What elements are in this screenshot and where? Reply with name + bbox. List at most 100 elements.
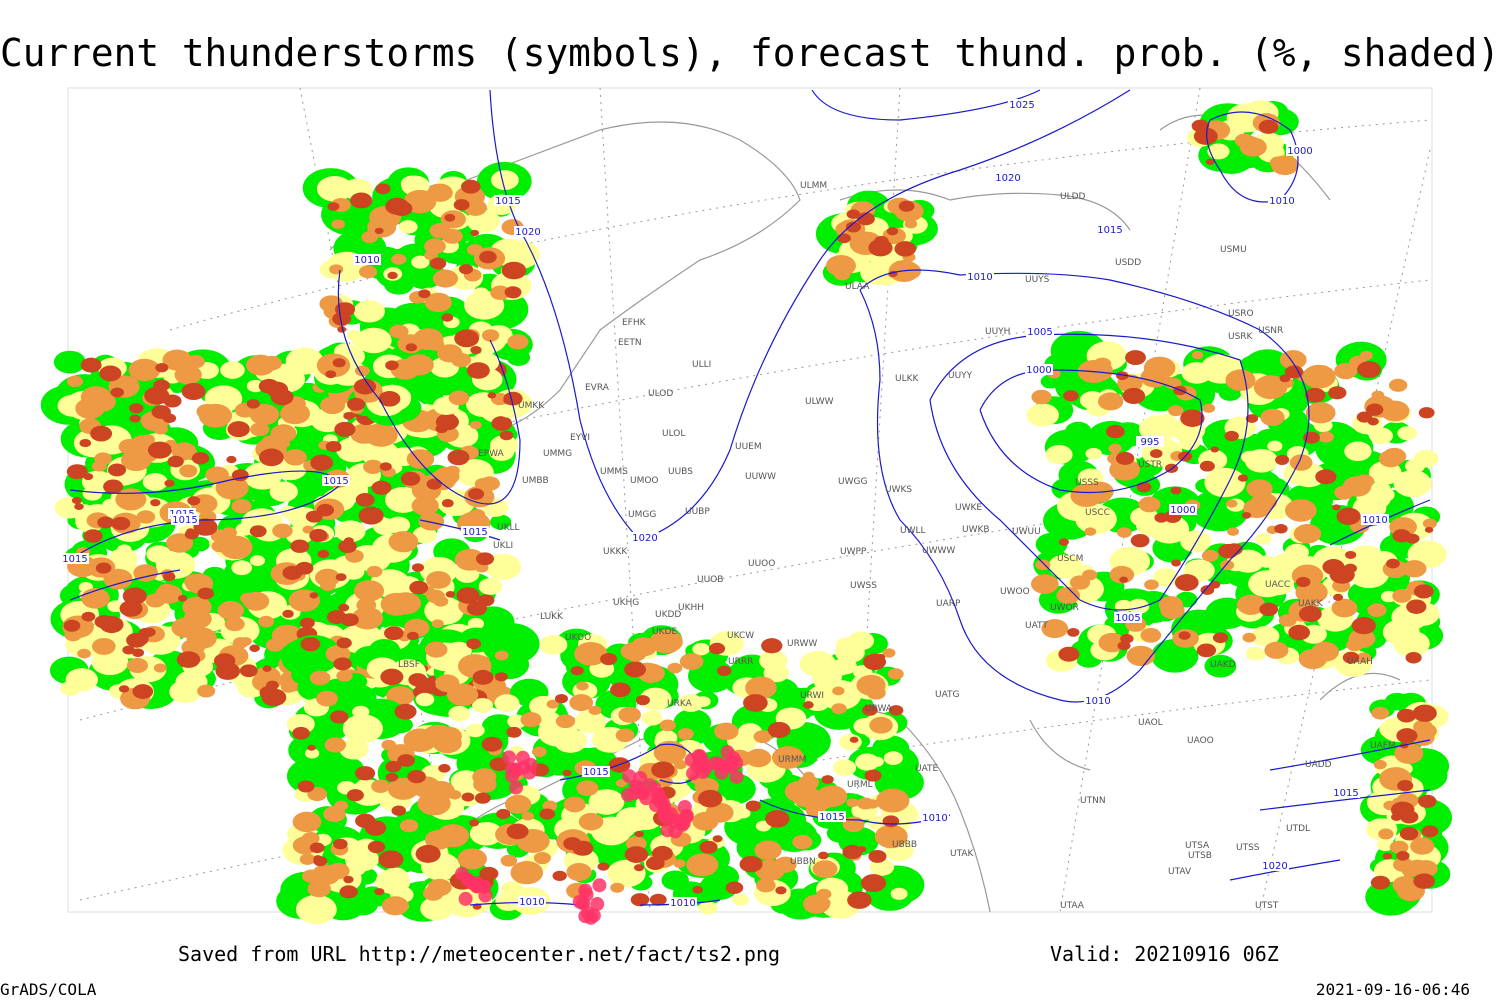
station-label: EYVI [570, 433, 590, 443]
station-label: UAKK [1298, 599, 1324, 609]
prob-blob [647, 689, 671, 707]
isobar-label-bg [1332, 787, 1360, 798]
prob-blob [847, 891, 872, 909]
isobar-label-bg [631, 532, 659, 543]
station-label: UWGG [838, 477, 867, 487]
prob-blob [507, 334, 529, 350]
prob-blob [489, 435, 519, 456]
prob-blob [1202, 403, 1216, 413]
prob-blob [286, 635, 341, 674]
prob-blob [1026, 403, 1059, 427]
station-label: UKDD [655, 610, 681, 620]
prob-blob [363, 459, 384, 475]
isobar-label: 1005 [1115, 613, 1140, 624]
prob-blob [91, 648, 129, 676]
prob-blob [348, 894, 378, 916]
prob-blob [1388, 378, 1408, 392]
prob-blob [1225, 369, 1256, 391]
prob-blob [411, 496, 439, 516]
prob-blob [415, 692, 435, 707]
storm-symbol [642, 778, 657, 793]
prob-blob [1178, 631, 1191, 640]
prob-blob [307, 880, 331, 898]
station-label: URRR [728, 657, 753, 667]
prob-blob [129, 414, 141, 423]
prob-blob [479, 866, 499, 881]
prob-blob [1275, 454, 1290, 465]
prob-blob [506, 823, 529, 840]
prob-blob [651, 845, 673, 861]
prob-blob [332, 358, 346, 368]
prob-blob [329, 264, 344, 275]
prob-blob [1315, 469, 1337, 485]
prob-blob [1396, 728, 1418, 744]
station-label: UUOO [748, 559, 775, 569]
prob-blob [169, 680, 202, 704]
prob-blob [500, 854, 518, 867]
station-label: EVRA [585, 383, 610, 393]
station-label: UUWW [745, 472, 776, 482]
prob-blob [448, 705, 471, 722]
prob-blob [708, 642, 726, 655]
prob-blob [320, 396, 346, 415]
prob-blob [1097, 392, 1124, 411]
prob-blob [1402, 560, 1427, 578]
prob-blob [136, 510, 156, 524]
prob-blob [122, 645, 135, 655]
storm-symbol [686, 766, 701, 781]
prob-blob [262, 665, 272, 672]
prob-blob [673, 859, 686, 868]
prob-blob [1397, 426, 1418, 441]
prob-blob [832, 759, 857, 776]
prob-blob [754, 840, 782, 861]
prob-blob [1258, 119, 1279, 134]
prob-blob [1144, 579, 1159, 590]
prob-blob [1413, 873, 1435, 889]
station-label: UBBN [790, 857, 816, 867]
prob-blob [343, 875, 354, 884]
station-label: UWLL [900, 526, 926, 536]
prob-blob [743, 694, 768, 712]
prob-blob [355, 493, 375, 507]
prob-blob [469, 821, 503, 846]
prob-blob [131, 648, 145, 658]
prob-blob [384, 626, 404, 641]
prob-blob [1380, 400, 1410, 422]
software-credit: GrADS/COLA [0, 980, 97, 999]
prob-blob [265, 638, 285, 652]
prob-blob [1194, 130, 1212, 143]
storm-symbol [629, 780, 644, 795]
isobar-label: 1015 [495, 196, 520, 207]
prob-blob [1418, 407, 1435, 419]
prob-blob [753, 730, 772, 744]
station-label: USSS [1075, 478, 1099, 488]
prob-blob [53, 350, 86, 374]
prob-blob [792, 834, 813, 850]
prob-blob [875, 653, 886, 661]
prob-blob [490, 285, 511, 300]
prob-blob [1342, 651, 1360, 664]
prob-blob [490, 170, 519, 190]
prob-blob [491, 416, 513, 431]
prob-blob [1048, 554, 1083, 579]
prob-blob [290, 539, 310, 553]
prob-blob [1200, 585, 1215, 595]
current-thunderstorm-symbols [455, 745, 744, 925]
station-label: ULKK [895, 374, 920, 384]
prob-blob [103, 479, 124, 494]
prob-blob [196, 403, 218, 420]
prob-blob [259, 685, 279, 700]
prob-blob [868, 850, 887, 863]
prob-blob [81, 611, 96, 622]
prob-blob [555, 714, 576, 729]
prob-blob [472, 669, 494, 685]
prob-blob [339, 738, 369, 760]
station-label: UAAH [1347, 657, 1373, 667]
prob-blob [615, 728, 635, 743]
prob-blob [739, 855, 763, 873]
prob-blob [839, 734, 862, 751]
prob-blob [243, 462, 282, 490]
isobar-label: 1010 [967, 272, 992, 283]
prob-blob [384, 395, 398, 406]
prob-blob [890, 887, 908, 900]
